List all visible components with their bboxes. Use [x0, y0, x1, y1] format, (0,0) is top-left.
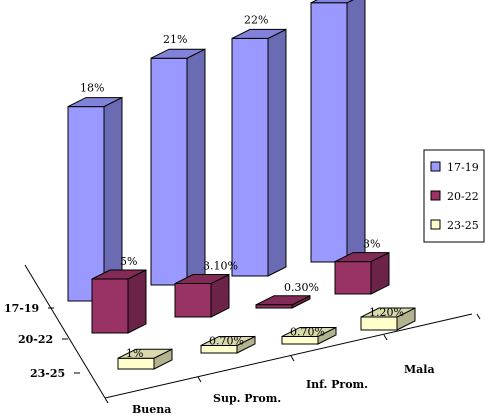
bar-23-25-Sup. Prom. — [200, 335, 256, 354]
bar-17-19-Inf. Prom. — [231, 28, 287, 277]
bar-side-face — [127, 269, 147, 334]
chart-bars — [67, 0, 416, 370]
depth-axis-label: 17-19 — [4, 302, 39, 315]
bar-20-22-Mala — [334, 251, 390, 295]
bar-top-face — [334, 252, 390, 263]
bar-17-19-Sup. Prom. — [150, 48, 206, 286]
legend-swatch — [430, 161, 441, 172]
data-label: 3.10% — [203, 260, 238, 273]
bar-17-19-Mala — [310, 0, 366, 263]
category-label: Inf. Prom. — [306, 378, 368, 391]
category-tick — [290, 355, 295, 362]
bar-side-face — [186, 48, 206, 286]
data-label: 1% — [126, 347, 143, 360]
bar-front-face — [174, 283, 212, 318]
data-label: 1.20% — [369, 306, 404, 319]
data-label: 5% — [120, 255, 137, 268]
data-label: 0.30% — [284, 281, 319, 294]
data-label: 0.70% — [290, 325, 325, 338]
legend-label: 17-19 — [447, 161, 479, 174]
bar-top-face — [117, 348, 173, 359]
bar-20-22-Buena — [91, 269, 147, 334]
bar-23-25-Inf. Prom. — [281, 326, 337, 345]
bar-front-face — [67, 106, 105, 302]
legend-label: 20-22 — [447, 190, 479, 203]
bar-20-22-Sup. Prom. — [174, 273, 230, 318]
bar-side-face — [267, 28, 287, 277]
category-tick — [104, 397, 109, 404]
category-label: Sup. Prom. — [213, 392, 281, 405]
bar-side-face — [346, 0, 366, 263]
data-label: 0.70% — [209, 334, 244, 347]
bar-top-face — [255, 295, 311, 306]
bar-front-face — [231, 37, 269, 277]
category-label: Mala — [404, 363, 435, 376]
legend-label: 23-25 — [447, 219, 479, 232]
depth-axis-label: 20-22 — [18, 333, 53, 346]
chart-legend: 17-19 20-22 23-25 — [423, 149, 485, 243]
bar-23-25-Mala — [360, 307, 416, 331]
data-label: 22% — [244, 13, 268, 26]
bar-top-face — [360, 307, 416, 318]
depth-axis-line — [24, 264, 106, 399]
bar-top-face — [231, 28, 287, 39]
bar-front-face — [150, 57, 188, 286]
category-tick — [197, 376, 202, 383]
bar-front-face — [310, 2, 348, 263]
data-label: 3% — [363, 238, 380, 251]
legend-swatch — [430, 219, 441, 230]
bar-front-face — [334, 261, 372, 295]
legend-swatch — [430, 190, 441, 201]
bar-top-face — [310, 0, 354, 4]
category-tick — [476, 313, 481, 320]
bar-20-22-Inf. Prom. — [255, 294, 311, 309]
bar-top-face — [281, 326, 337, 337]
bar-top-face — [174, 274, 230, 285]
bar-top-face — [150, 48, 206, 59]
category-label: Buena — [132, 403, 171, 416]
bar-top-face — [91, 269, 147, 280]
data-label: 18% — [80, 82, 104, 95]
category-axis-line — [104, 313, 473, 399]
bar-23-25-Buena — [117, 348, 173, 370]
category-tick — [383, 334, 388, 341]
bar-top-face — [200, 335, 256, 346]
bar-front-face — [91, 278, 129, 334]
data-label: 21% — [163, 33, 187, 46]
chart-axes: 17-19 20-22 23-25 — [4, 264, 481, 404]
bar-top-face — [67, 97, 123, 108]
bar-17-19-Buena — [67, 96, 123, 302]
depth-axis-label: 23-25 — [30, 367, 65, 380]
